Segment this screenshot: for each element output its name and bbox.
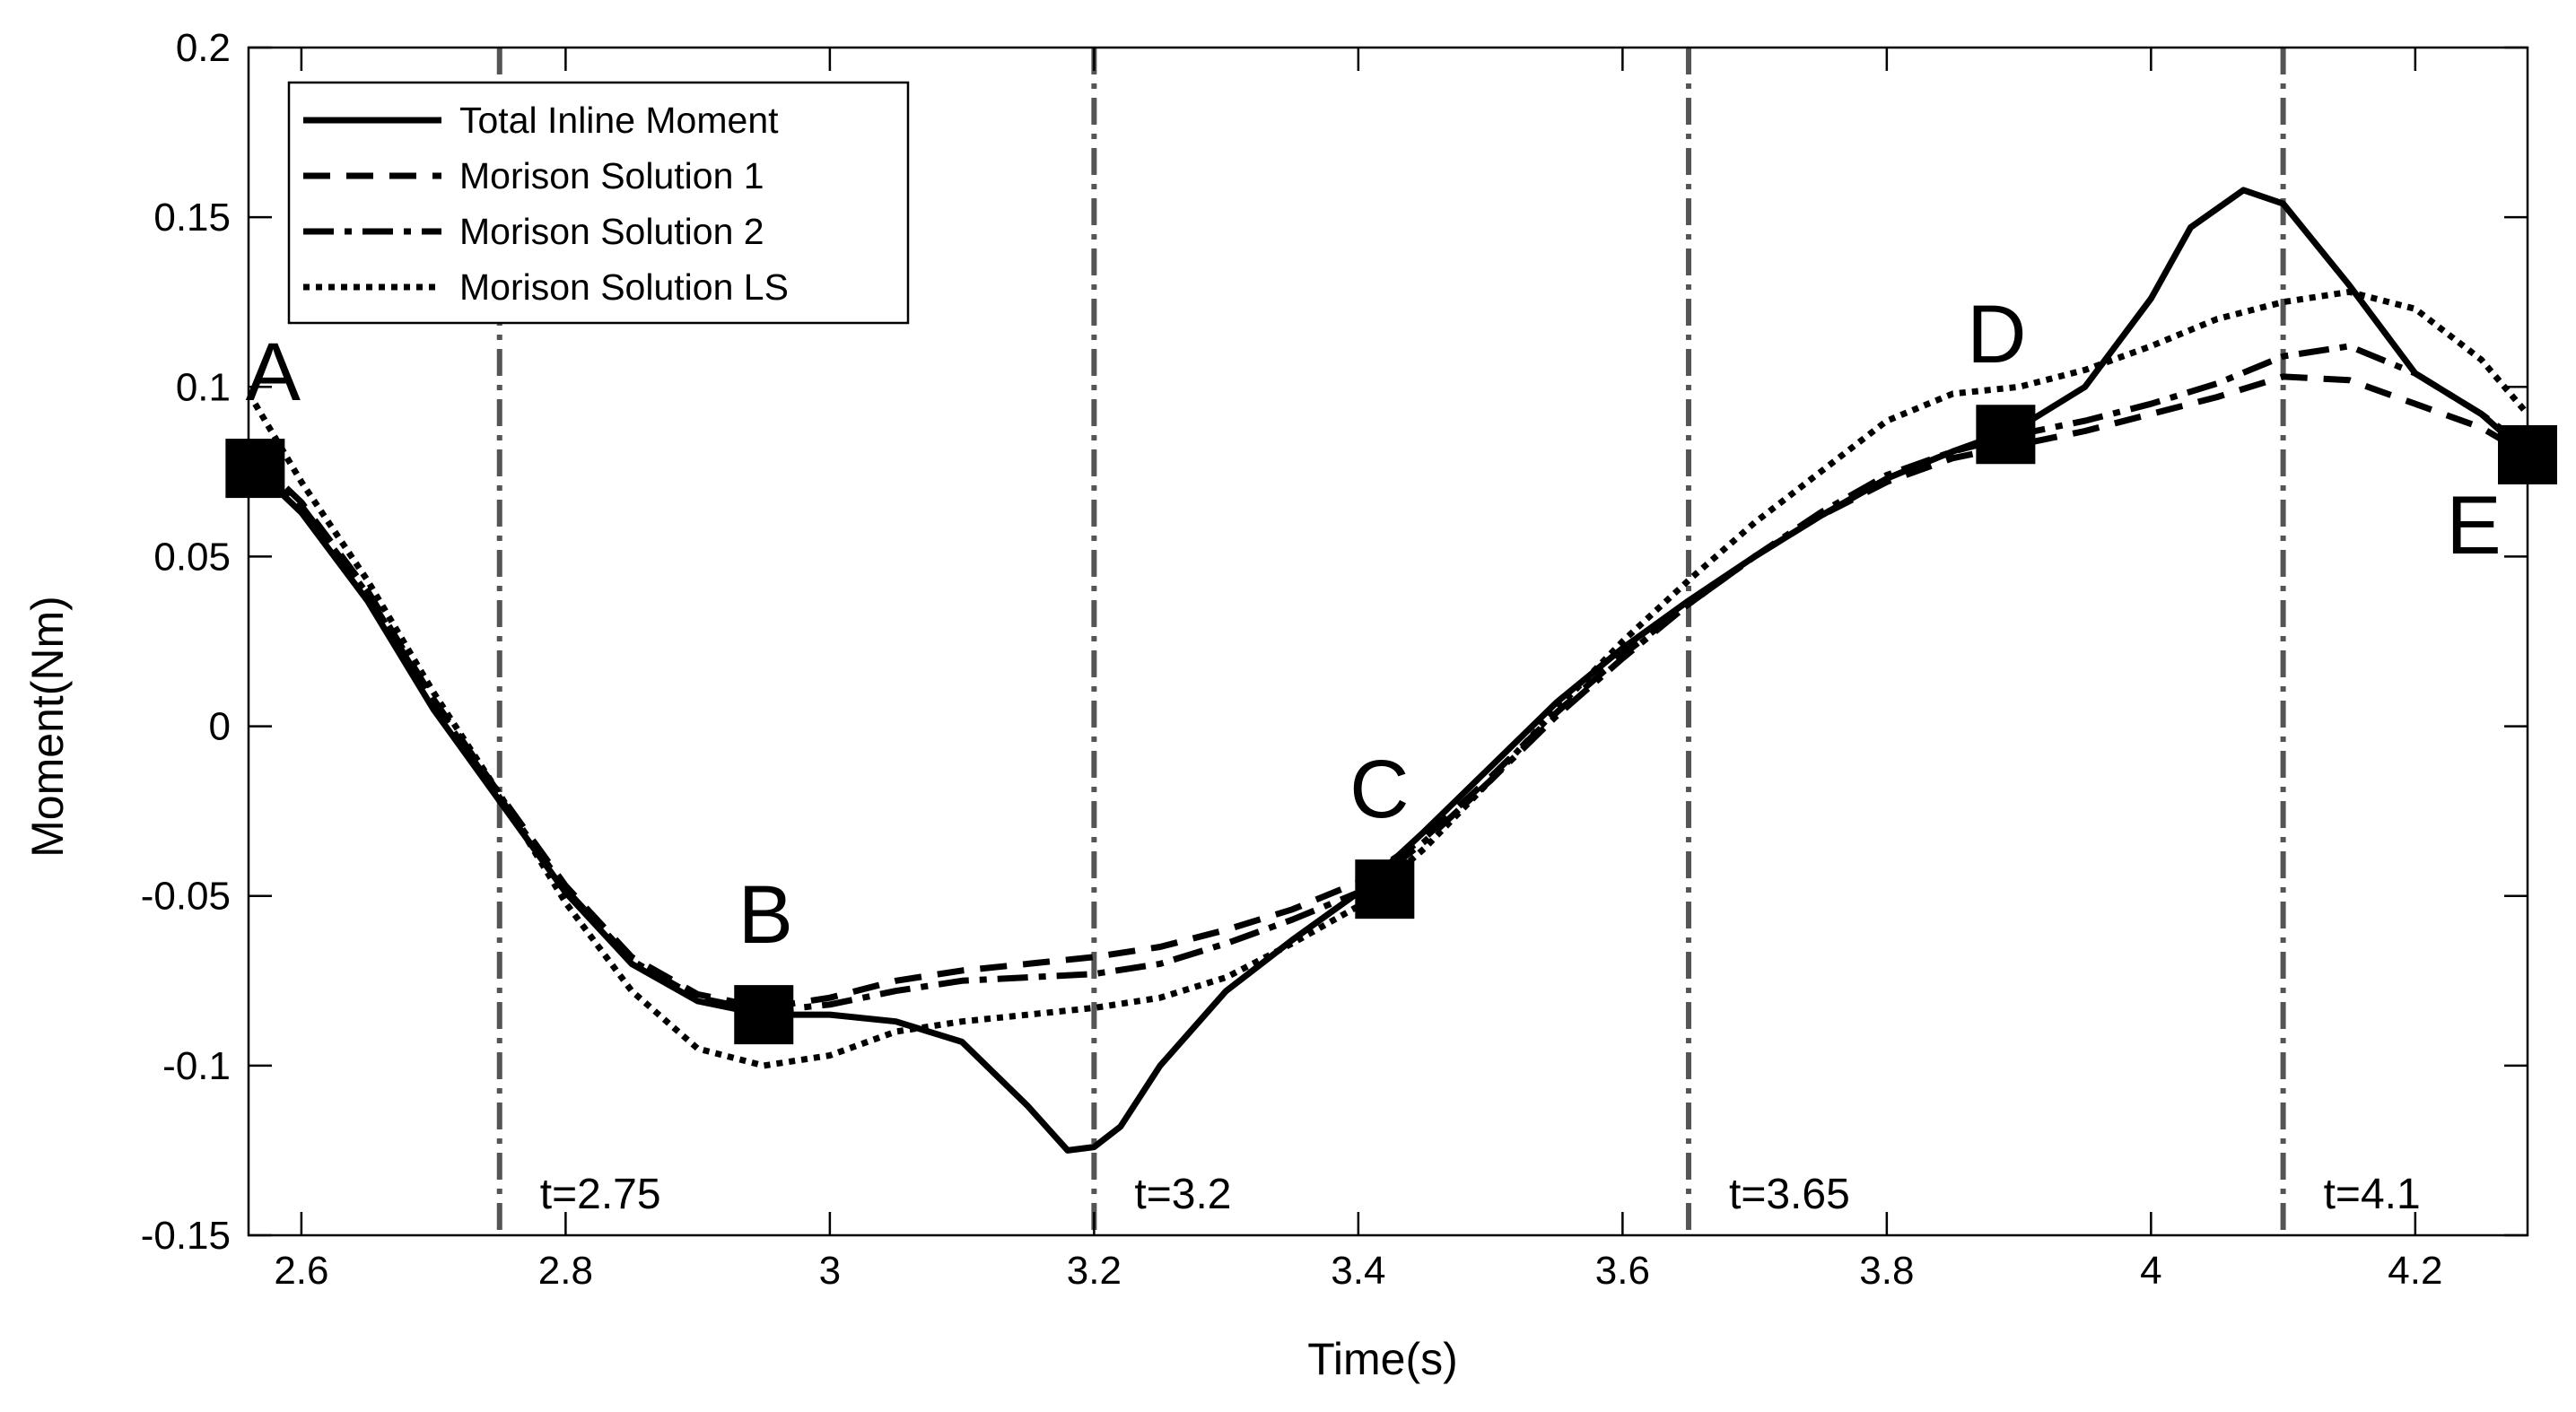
time-marker-label: t=4.1 [2324,1171,2421,1218]
point-label: A [246,327,301,418]
x-tick-label: 3.4 [1331,1249,1385,1293]
point-marker [225,439,285,499]
x-tick-label: 4.2 [2388,1249,2442,1293]
series-line-4 [252,288,2530,1069]
time-marker-label: t=2.75 [540,1171,661,1218]
point-label: E [2446,480,2501,571]
x-tick-label: 3 [819,1249,841,1293]
legend-label-1: Total Inline Moment [459,100,779,141]
y-tick-label: 0.2 [176,26,231,70]
y-axis-title: Moment(Nm) [22,596,73,858]
point-markers: A B C D E [225,289,2557,1045]
y-tick-label: -0.15 [141,1214,231,1258]
point-label: D [1967,289,2026,380]
y-tick-label: -0.1 [162,1044,231,1088]
x-tick-label: 4 [2140,1249,2161,1293]
y-tick-label: 0.05 [153,535,231,579]
point-marker [734,985,794,1045]
x-tick-label: 3.8 [1859,1249,1914,1293]
time-marker-lines: t=2.75 t=3.2 t=3.65 t=4.1 [496,48,2421,1235]
legend-label-3: Morison Solution 2 [459,211,764,252]
x-axis-title: Time(s) [1307,1334,1458,1384]
series-line-1 [252,187,2530,1154]
point-marker [1976,405,2036,465]
time-marker-label: t=3.65 [1729,1171,1850,1218]
y-tick-label: 0.15 [153,196,231,240]
x-tick-label: 3.2 [1067,1249,1122,1293]
legend: Total Inline Moment Morison Solution 1 Mor… [287,81,910,325]
plot-frame [247,46,2529,1237]
time-marker-label: t=3.2 [1134,1171,1231,1218]
x-tick-label: 2.8 [538,1249,593,1293]
series-lines [252,187,2530,1154]
legend-label-2: Morison Solution 1 [459,155,764,196]
y-tick-label: 0.1 [176,365,231,409]
y-tick-label: -0.05 [141,875,231,919]
legend-label-4: Morison Solution LS [459,266,789,308]
y-tick-label: 0 [209,705,231,749]
x-tick-label: 2.6 [274,1249,328,1293]
axis-ticks: 2.6 2.8 3 3.2 3.4 3.6 3.8 4 4.2 -0.15 -0.1 -0.05 0 0.… [141,26,2528,1293]
x-tick-label: 3.6 [1595,1249,1650,1293]
point-label: C [1349,744,1409,835]
point-marker [1355,859,1415,920]
point-label: B [738,869,793,961]
